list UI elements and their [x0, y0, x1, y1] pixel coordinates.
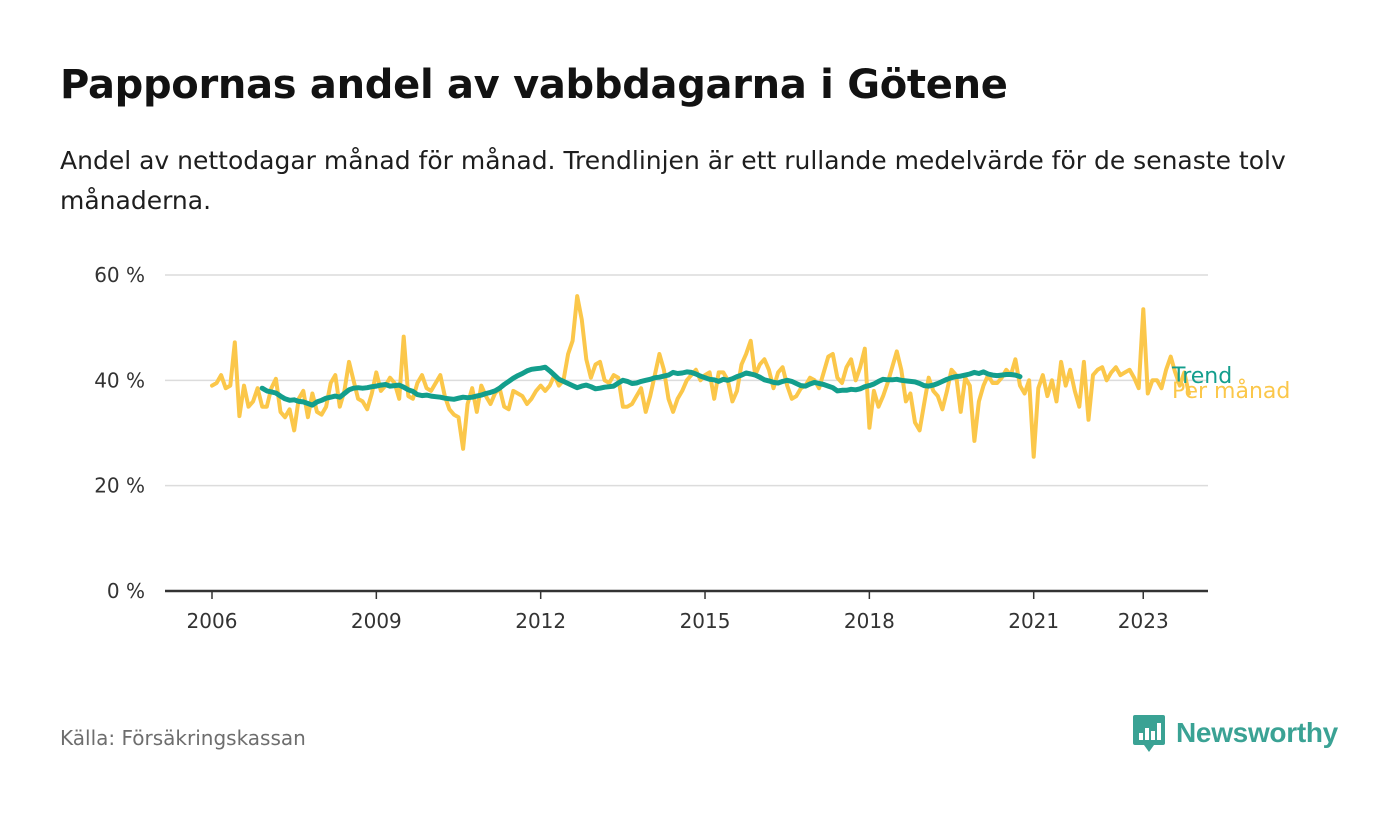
trend-series-line	[259, 364, 1023, 408]
series-lines	[210, 294, 1191, 459]
monthly-series-line	[210, 294, 1191, 459]
x-tick-label: 2023	[1118, 609, 1169, 633]
x-tick-label: 2009	[351, 609, 402, 633]
y-tick-label: 20 %	[94, 474, 145, 498]
legend-label-trend: Trend	[1171, 364, 1232, 389]
line-chart: 0 % 20 % 40 % 60 % 2006 2009 2012 2015 2018 2021…	[94, 263, 1290, 633]
y-axis-labels: 0 % 20 % 40 % 60 %	[94, 263, 145, 603]
y-tick-label: 0 %	[107, 579, 145, 603]
chart-subtitle: Andel av nettodagar månad för månad. Tre…	[60, 146, 1286, 215]
legend-label-monthly: Per månad	[1172, 378, 1290, 404]
x-axis: 2006 2009 2012 2015 2018 2021 2023	[165, 589, 1208, 633]
newsworthy-logo-icon	[1133, 715, 1165, 752]
y-tick-label: 40 %	[94, 368, 145, 392]
newsworthy-logo: Newsworthy	[1132, 712, 1338, 754]
y-tick-label: 60 %	[94, 263, 145, 287]
x-tick-label: 2015	[680, 609, 731, 633]
x-tick-label: 2018	[844, 609, 895, 633]
chart-title: Pappornas andel av vabbdagarna i Götene	[60, 62, 1008, 108]
source-note: Källa: Försäkringskassan	[60, 726, 306, 750]
x-tick-label: 2006	[187, 609, 238, 633]
x-tick-label: 2012	[515, 609, 566, 633]
brand-name: Newsworthy	[1176, 717, 1338, 748]
x-tick-label: 2021	[1008, 609, 1059, 633]
